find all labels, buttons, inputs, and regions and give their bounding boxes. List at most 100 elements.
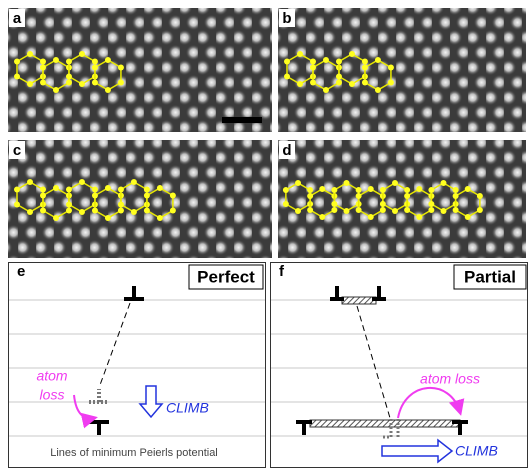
- atom: [40, 65, 46, 71]
- atom: [295, 180, 301, 186]
- atom: [380, 207, 386, 213]
- atom: [92, 193, 98, 199]
- atom: [40, 80, 46, 86]
- atom: [105, 57, 111, 63]
- micrograph: [278, 140, 526, 258]
- atom: [349, 81, 355, 87]
- micrograph: [8, 8, 272, 132]
- atom: [40, 193, 46, 199]
- panel-frame: [9, 263, 266, 468]
- atom: [131, 179, 137, 185]
- atom: [319, 214, 325, 220]
- atom: [27, 209, 33, 215]
- action: CLIMB: [455, 443, 498, 459]
- atom: [319, 186, 325, 192]
- atom: [477, 207, 483, 213]
- atom: [380, 187, 386, 193]
- atom: [14, 202, 20, 208]
- atom: [416, 186, 422, 192]
- atom: [375, 57, 381, 63]
- atom: [368, 186, 374, 192]
- atom: [105, 185, 111, 191]
- atom: [40, 187, 46, 193]
- atom: [40, 59, 46, 65]
- atom: [92, 65, 98, 71]
- atom: [170, 193, 176, 199]
- atom: [66, 187, 72, 193]
- atom: [66, 80, 72, 86]
- atom: [66, 208, 72, 214]
- atom: [144, 208, 150, 214]
- atom: [144, 193, 150, 199]
- annotation: atom loss: [420, 371, 480, 387]
- atom: [105, 215, 111, 221]
- atom: [453, 193, 459, 199]
- caption: Lines of minimum Peierls potential: [50, 447, 218, 459]
- atom: [144, 187, 150, 193]
- stacking-fault: [310, 420, 460, 427]
- micrographs: a b c d: [8, 8, 526, 258]
- scale-bar: [222, 117, 262, 123]
- panel-title: Perfect: [197, 267, 255, 286]
- atom: [66, 74, 72, 80]
- atom: [14, 74, 20, 80]
- atom: [284, 59, 290, 65]
- atom: [295, 208, 301, 214]
- atom: [392, 180, 398, 186]
- atom: [362, 65, 368, 71]
- atom: [27, 51, 33, 57]
- atom: [453, 207, 459, 213]
- atom: [79, 81, 85, 87]
- figure: a b c d e Perfect atom loss CLIMB Lines …: [0, 0, 528, 469]
- atom: [118, 208, 124, 214]
- atom: [131, 209, 137, 215]
- diagram-f: f Partial atom loss CLIMB: [271, 263, 528, 468]
- atom: [79, 209, 85, 215]
- atom: [349, 51, 355, 57]
- atom: [92, 187, 98, 193]
- atom: [283, 187, 289, 193]
- atom: [92, 59, 98, 65]
- atom: [465, 186, 471, 192]
- atom: [92, 208, 98, 214]
- atom: [323, 57, 329, 63]
- atom: [284, 74, 290, 80]
- annotation: atom: [36, 368, 67, 384]
- atom: [362, 59, 368, 65]
- atom: [465, 214, 471, 220]
- atom: [362, 80, 368, 86]
- atom: [310, 65, 316, 71]
- atom: [53, 215, 59, 221]
- atom: [307, 187, 313, 193]
- atom: [14, 187, 20, 193]
- atom: [157, 215, 163, 221]
- atom: [331, 207, 337, 213]
- atom: [79, 179, 85, 185]
- atom: [440, 208, 446, 214]
- atom: [388, 80, 394, 86]
- panel-title: Partial: [464, 267, 516, 286]
- atom: [14, 59, 20, 65]
- atom: [118, 80, 124, 86]
- atom: [404, 187, 410, 193]
- atom: [343, 208, 349, 214]
- panel-label: b: [282, 10, 291, 27]
- atom: [343, 180, 349, 186]
- atom: [66, 59, 72, 65]
- atom: [477, 193, 483, 199]
- atom: [118, 187, 124, 193]
- atom: [92, 80, 98, 86]
- atom: [323, 87, 329, 93]
- atom: [310, 59, 316, 65]
- atom: [118, 65, 124, 71]
- atom: [331, 187, 337, 193]
- atom: [307, 207, 313, 213]
- atom: [388, 65, 394, 71]
- atom: [118, 202, 124, 208]
- action: CLIMB: [166, 400, 209, 416]
- atom: [336, 59, 342, 65]
- atom: [428, 201, 434, 207]
- panel-label: d: [282, 142, 291, 159]
- panel-label: e: [17, 263, 25, 280]
- annotation: loss: [40, 387, 65, 403]
